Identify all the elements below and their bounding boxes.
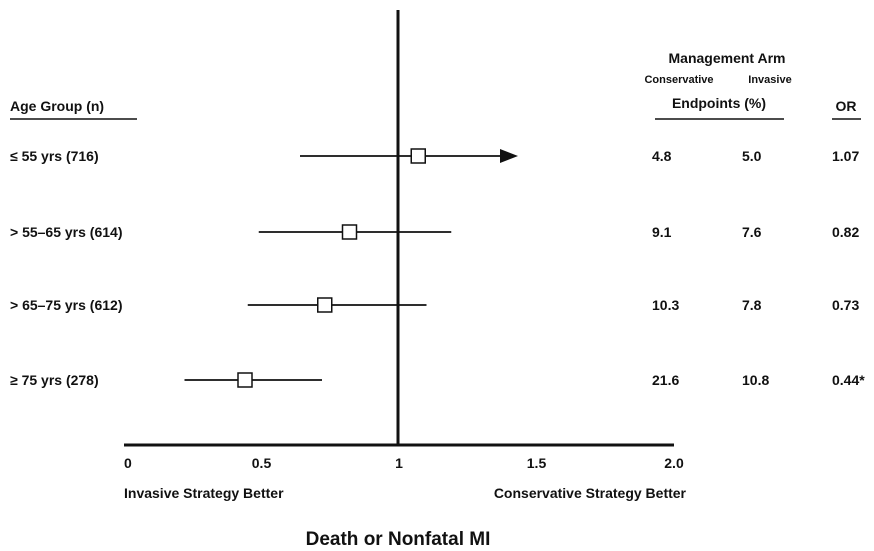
ci-arrow-head	[500, 149, 518, 163]
x-tick-label: 0	[124, 455, 132, 471]
x-tick-label: 0.5	[252, 455, 272, 471]
invasive-value: 5.0	[742, 148, 762, 164]
or-marker	[341, 224, 358, 240]
forest-row: ≤ 55 yrs (716) 4.8 5.0 1.07	[10, 148, 859, 164]
forest-row: > 55–65 yrs (614) 9.1 7.6 0.82	[10, 224, 859, 240]
x-tick-label: 1.5	[527, 455, 547, 471]
x-tick-label: 2.0	[664, 455, 684, 471]
or-marker	[237, 372, 253, 388]
management-arm-header: Management Arm	[669, 50, 786, 66]
invasive-value: 7.6	[742, 224, 762, 240]
forest-rows: ≤ 55 yrs (716) 4.8 5.0 1.07 > 55–65 yrs (614…	[10, 148, 865, 388]
conservative-value: 21.6	[652, 372, 679, 388]
or-value: 0.44*	[832, 372, 865, 388]
forest-row: > 65–75 yrs (612) 10.3 7.8 0.73	[10, 297, 859, 313]
chart-title: Death or Nonfatal MI	[306, 529, 491, 550]
or-marker	[410, 148, 426, 164]
or-value: 0.73	[832, 297, 859, 313]
x-tick-labels: 0 0.5 1 1.5 2.0	[124, 455, 684, 471]
forest-row: ≥ 75 yrs (278) 21.6 10.8 0.44*	[10, 372, 865, 388]
conservative-header: Conservative	[644, 74, 713, 86]
age-group-header: Age Group (n)	[10, 98, 104, 114]
row-label: ≤ 55 yrs (716)	[10, 148, 99, 164]
row-label: > 55–65 yrs (614)	[10, 224, 122, 240]
conservative-value: 9.1	[652, 224, 672, 240]
conservative-value: 4.8	[652, 148, 672, 164]
invasive-value: 7.8	[742, 297, 762, 313]
invasive-value: 10.8	[742, 372, 769, 388]
x-tick-label: 1	[395, 455, 403, 471]
right-direction-label: Conservative Strategy Better	[494, 485, 687, 501]
left-direction-label: Invasive Strategy Better	[124, 485, 284, 501]
invasive-header: Invasive	[748, 74, 791, 86]
or-header: OR	[836, 98, 857, 114]
or-marker	[317, 297, 333, 313]
row-label: ≥ 75 yrs (278)	[10, 372, 99, 388]
row-label: > 65–75 yrs (612)	[10, 297, 122, 313]
endpoints-header: Endpoints (%)	[672, 95, 766, 111]
or-value: 0.82	[832, 224, 859, 240]
conservative-value: 10.3	[652, 297, 679, 313]
or-value: 1.07	[832, 148, 859, 164]
